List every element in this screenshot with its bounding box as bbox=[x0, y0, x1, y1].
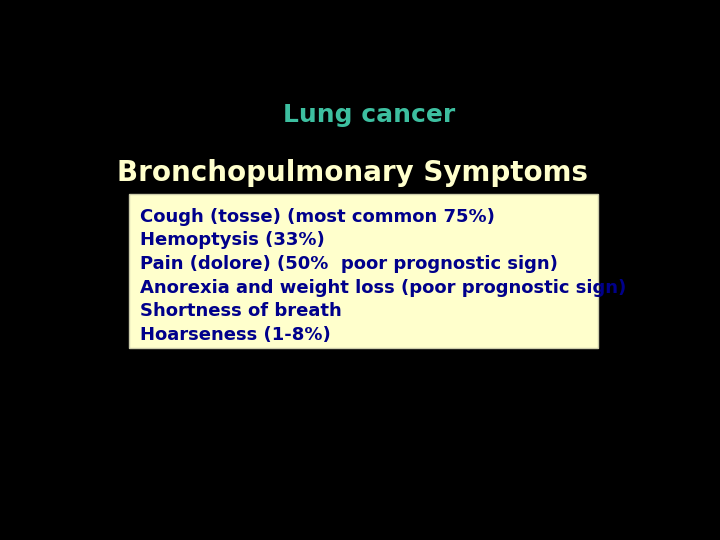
Text: Bronchopulmonary Symptoms: Bronchopulmonary Symptoms bbox=[117, 159, 588, 187]
Text: Anorexia and weight loss (poor prognostic sign): Anorexia and weight loss (poor prognosti… bbox=[140, 279, 626, 296]
Text: Hoarseness (1-8%): Hoarseness (1-8%) bbox=[140, 326, 331, 344]
Text: Cough (tosse) (most common 75%): Cough (tosse) (most common 75%) bbox=[140, 207, 495, 226]
Text: Hemoptysis (33%): Hemoptysis (33%) bbox=[140, 231, 325, 249]
Text: Pain (dolore) (50%  poor prognostic sign): Pain (dolore) (50% poor prognostic sign) bbox=[140, 255, 558, 273]
Text: Shortness of breath: Shortness of breath bbox=[140, 302, 342, 320]
Text: Lung cancer: Lung cancer bbox=[283, 103, 455, 127]
FancyBboxPatch shape bbox=[129, 194, 598, 348]
